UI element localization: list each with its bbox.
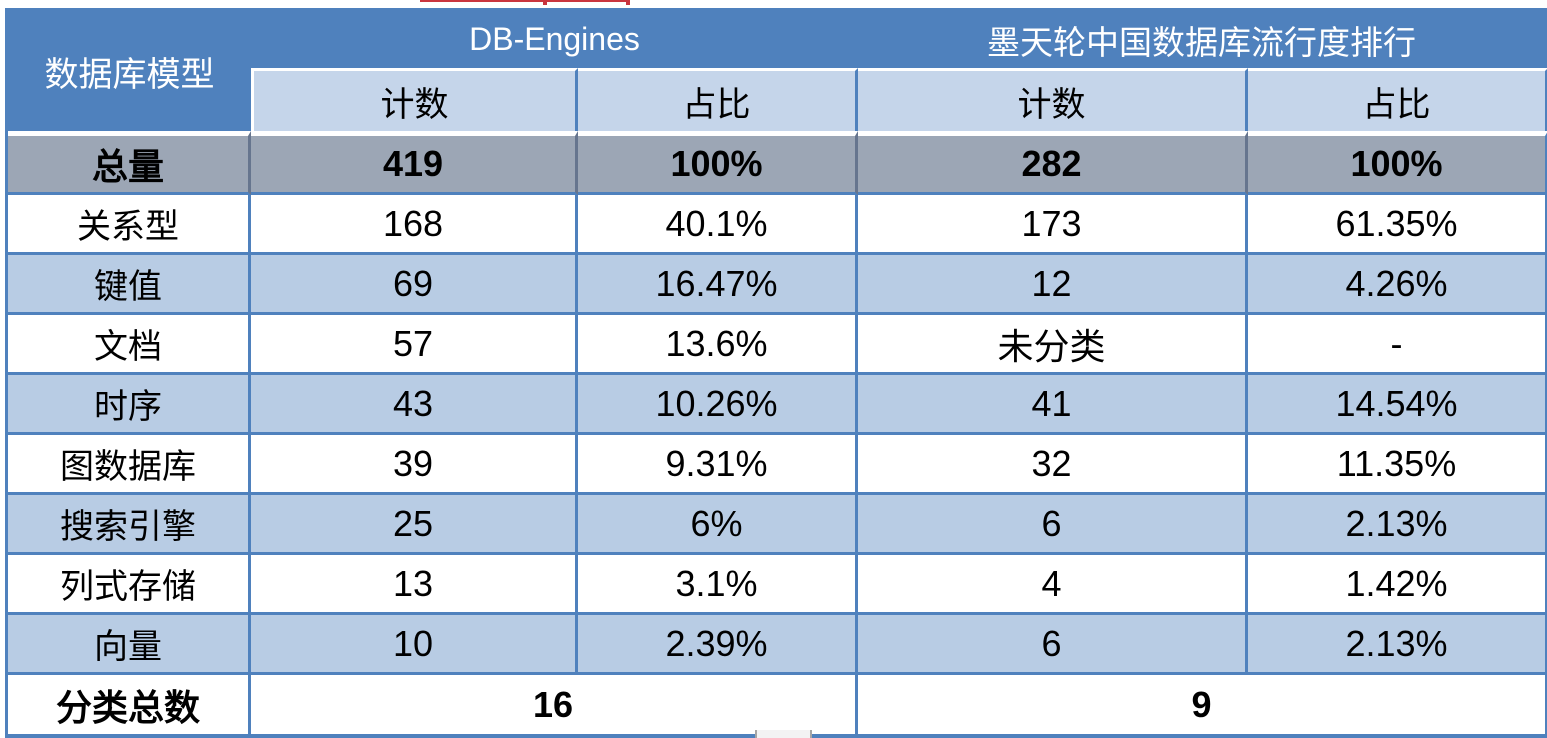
modb-percent-cell: 2.13% [1248, 495, 1547, 555]
modb-count-cell: 6 [858, 495, 1248, 555]
row-label-cell: 时序 [8, 375, 251, 435]
db-count-subheader: 计数 [251, 68, 578, 131]
corner-header-cell: 数据库模型 [8, 11, 251, 131]
db-percent-cell: 16.47% [578, 255, 858, 315]
row-label-cell: 总量 [8, 131, 251, 195]
db-count-cell: 43 [251, 375, 578, 435]
modb-count-cell: 32 [858, 435, 1248, 495]
row-label-cell: 键值 [8, 255, 251, 315]
modb-count-cell: 6 [858, 615, 1248, 675]
data-row-graph: 图数据库 39 9.31% 32 11.35% [8, 435, 1547, 495]
db-count-cell: 13 [251, 555, 578, 615]
db-percent-cell: 40.1% [578, 195, 858, 255]
modb-percent-cell: 100% [1248, 131, 1547, 195]
db-percent-cell: 100% [578, 131, 858, 195]
header-group-row: 数据库模型 DB-Engines 墨天轮中国数据库流行度排行 [8, 11, 1547, 131]
data-row-document: 文档 57 13.6% 未分类 - [8, 315, 1547, 375]
data-row-timeseries: 时序 43 10.26% 41 14.54% [8, 375, 1547, 435]
db-count-cell: 25 [251, 495, 578, 555]
db-category-total-cell: 16 [251, 675, 858, 738]
db-count-cell: 419 [251, 131, 578, 195]
row-label-cell: 文档 [8, 315, 251, 375]
row-label-cell: 向量 [8, 615, 251, 675]
total-row: 总量 419 100% 282 100% [8, 131, 1547, 195]
data-row-relational: 关系型 168 40.1% 173 61.35% [8, 195, 1547, 255]
modb-percent-cell: 11.35% [1248, 435, 1547, 495]
modb-percent-cell: - [1248, 315, 1547, 375]
db-percent-cell: 9.31% [578, 435, 858, 495]
modb-count-subheader: 计数 [858, 68, 1248, 131]
row-label-cell: 图数据库 [8, 435, 251, 495]
modb-group-header: 墨天轮中国数据库流行度排行 [858, 11, 1547, 68]
modb-percent-cell: 1.42% [1248, 555, 1547, 615]
red-line-artifact [420, 0, 630, 2]
modb-percent-cell: 4.26% [1248, 255, 1547, 315]
row-label-cell: 分类总数 [8, 675, 251, 738]
db-engines-group-header: DB-Engines [251, 11, 858, 68]
modb-percent-subheader: 占比 [1248, 68, 1547, 131]
data-row-vector: 向量 10 2.39% 6 2.13% [8, 615, 1547, 675]
db-percent-cell: 2.39% [578, 615, 858, 675]
data-row-searchengine: 搜索引擎 25 6% 6 2.13% [8, 495, 1547, 555]
db-count-cell: 57 [251, 315, 578, 375]
row-label-cell: 搜索引擎 [8, 495, 251, 555]
modb-percent-cell: 14.54% [1248, 375, 1547, 435]
modb-count-cell: 4 [858, 555, 1248, 615]
db-count-cell: 10 [251, 615, 578, 675]
modb-count-cell: 282 [858, 131, 1248, 195]
db-percent-subheader: 占比 [578, 68, 858, 131]
db-count-cell: 69 [251, 255, 578, 315]
modb-percent-cell: 2.13% [1248, 615, 1547, 675]
db-percent-cell: 3.1% [578, 555, 858, 615]
modb-count-cell: 41 [858, 375, 1248, 435]
modb-category-total-cell: 9 [858, 675, 1547, 738]
database-model-comparison-table: 数据库模型 DB-Engines 墨天轮中国数据库流行度排行 计数 占比 计数 … [5, 8, 1547, 738]
db-percent-cell: 10.26% [578, 375, 858, 435]
comparison-table-wrapper: 数据库模型 DB-Engines 墨天轮中国数据库流行度排行 计数 占比 计数 … [5, 8, 1547, 738]
db-count-cell: 39 [251, 435, 578, 495]
row-label-cell: 关系型 [8, 195, 251, 255]
footer-row: 分类总数 16 9 [8, 675, 1547, 738]
data-row-keyvalue: 键值 69 16.47% 12 4.26% [8, 255, 1547, 315]
modb-percent-cell: 61.35% [1248, 195, 1547, 255]
data-row-columnar: 列式存储 13 3.1% 4 1.42% [8, 555, 1547, 615]
scrollbar-fragment-artifact [755, 730, 812, 738]
red-tick-artifact [626, 0, 630, 5]
modb-count-cell: 未分类 [858, 315, 1248, 375]
red-tick-artifact [543, 0, 547, 5]
subheader-row: 计数 占比 计数 占比 [8, 68, 1547, 131]
db-percent-cell: 13.6% [578, 315, 858, 375]
modb-count-cell: 173 [858, 195, 1248, 255]
db-percent-cell: 6% [578, 495, 858, 555]
row-label-cell: 列式存储 [8, 555, 251, 615]
modb-count-cell: 12 [858, 255, 1248, 315]
db-count-cell: 168 [251, 195, 578, 255]
